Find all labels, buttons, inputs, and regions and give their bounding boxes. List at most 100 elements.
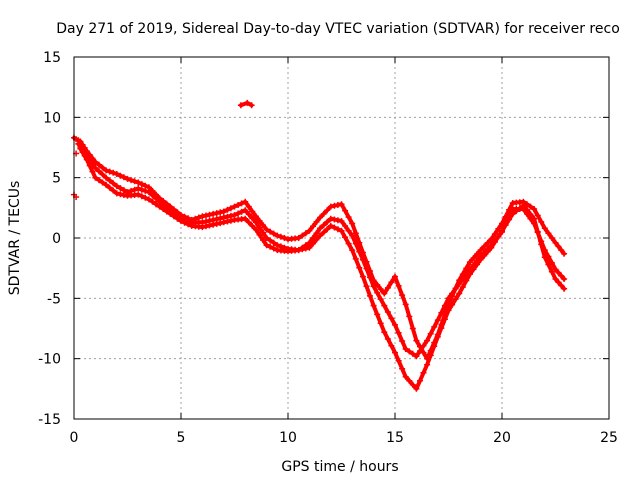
data-point-marker	[103, 167, 110, 174]
data-point-marker	[381, 302, 388, 309]
data-point-marker	[452, 285, 459, 292]
data-point-marker	[381, 329, 388, 336]
data-point-marker	[86, 162, 93, 169]
data-point-marker	[520, 202, 527, 209]
data-point-marker	[142, 187, 149, 194]
data-point-marker	[488, 236, 495, 243]
data-point-marker	[252, 213, 259, 220]
data-point-marker	[477, 247, 484, 254]
data-point-marker	[555, 269, 562, 276]
data-point-marker	[352, 230, 359, 237]
data-point-marker	[120, 174, 127, 181]
data-point-marker	[499, 227, 505, 234]
data-point-marker	[302, 230, 309, 237]
data-point-marker	[210, 210, 217, 217]
data-point-marker	[99, 179, 106, 186]
data-point-marker	[445, 295, 452, 302]
data-point-marker	[495, 233, 502, 240]
data-point-marker	[374, 311, 381, 318]
data-point-marker	[527, 203, 534, 210]
data-point-marker	[320, 210, 327, 217]
data-point-marker	[502, 222, 509, 229]
data-point-marker	[256, 224, 263, 231]
data-point-marker	[295, 235, 302, 241]
data-point-marker	[252, 226, 259, 233]
data-point-marker	[199, 213, 206, 220]
y-axis-label: SDTVAR / TECUs	[7, 181, 23, 296]
data-point-marker	[531, 206, 538, 212]
data-point-marker	[377, 320, 384, 327]
data-point-marker	[320, 229, 327, 236]
data-point-marker	[524, 206, 530, 213]
data-series	[71, 99, 568, 392]
data-point-marker	[417, 377, 423, 384]
data-point-marker	[142, 194, 149, 201]
data-point-marker	[409, 325, 416, 332]
data-point-marker	[317, 232, 324, 239]
data-point-marker	[242, 215, 249, 222]
data-point-marker	[310, 223, 316, 230]
data-point-marker	[456, 290, 463, 297]
data-point-marker	[427, 330, 434, 337]
data-point-marker	[409, 350, 416, 357]
data-point-marker	[558, 247, 565, 254]
data-point-marker	[545, 230, 552, 237]
data-point-marker	[79, 149, 86, 156]
data-point-marker	[555, 243, 562, 250]
data-point-marker	[224, 206, 231, 213]
data-point-marker	[96, 168, 102, 175]
data-point-marker	[538, 241, 545, 248]
x-tick-label: 25	[600, 430, 618, 446]
data-point-marker	[399, 292, 406, 299]
data-point-marker	[474, 261, 480, 268]
data-point-marker	[548, 268, 555, 275]
data-point-marker	[420, 342, 427, 349]
data-point-marker	[295, 247, 302, 254]
data-point-marker	[81, 152, 88, 159]
data-point-marker	[452, 296, 459, 303]
y-tick-label: 15	[43, 50, 61, 66]
data-point-marker	[260, 237, 266, 243]
data-point-marker	[345, 240, 352, 247]
data-point-marker	[352, 240, 359, 247]
data-point-marker	[399, 365, 406, 372]
data-point-marker	[395, 357, 402, 364]
data-point-marker	[359, 273, 366, 280]
data-point-marker	[374, 289, 381, 296]
data-point-marker	[260, 222, 266, 229]
data-point-marker	[263, 242, 270, 249]
data-point-marker	[561, 250, 568, 257]
data-point-marker	[89, 168, 96, 175]
data-point-marker	[242, 207, 249, 214]
x-tick-label: 5	[177, 430, 186, 446]
data-point-marker	[402, 346, 409, 352]
data-point-marker	[342, 207, 349, 214]
data-point-marker	[534, 228, 541, 235]
data-point-marker	[424, 337, 431, 344]
data-point-marker	[388, 315, 395, 322]
data-point-marker	[267, 228, 274, 235]
data-point-marker	[359, 256, 366, 263]
data-point-marker	[392, 349, 398, 356]
data-point-marker	[131, 178, 138, 185]
data-point-marker	[174, 215, 181, 222]
data-point-marker	[199, 224, 206, 231]
data-point-marker	[513, 208, 520, 215]
data-point-marker	[334, 226, 341, 233]
data-point-marker	[558, 272, 565, 279]
data-point-marker	[374, 281, 381, 288]
data-point-marker	[356, 264, 363, 271]
data-point-marker	[310, 240, 316, 247]
data-point-marker	[395, 282, 402, 289]
data-point-marker	[249, 215, 256, 222]
data-point-marker	[488, 244, 495, 251]
data-point-marker	[516, 205, 523, 212]
data-point-marker	[491, 239, 498, 245]
data-point-marker	[345, 214, 352, 221]
data-point-marker	[220, 208, 227, 215]
data-point-marker	[445, 307, 452, 314]
data-point-marker	[277, 233, 284, 240]
data-point-marker	[153, 195, 159, 202]
data-point-marker	[263, 226, 270, 233]
